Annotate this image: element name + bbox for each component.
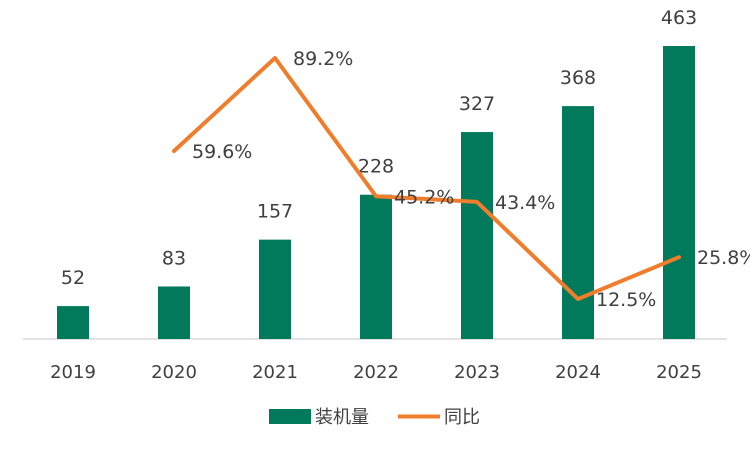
bar-series [57,46,695,339]
line-series [172,56,681,301]
bar-data-labels: 52 83 157 228 327 368 463 [61,7,697,289]
bar-2025 [663,46,695,339]
line-label-2023: 43.4% [495,192,555,214]
legend-label-line: 同比 [444,407,480,428]
bar-2020 [158,286,190,339]
line-yoy [172,56,681,301]
bar-label-2024: 368 [560,67,596,89]
legend: 装机量 同比 [269,407,480,428]
bar-label-2021: 157 [257,201,293,223]
x-tick-labels: 2019 2020 2021 2022 2023 2024 2025 [50,362,702,383]
legend-swatch-bar [269,409,311,424]
bar-2021 [259,239,291,339]
line-label-2024: 12.5% [596,289,656,311]
bar-2023 [461,132,493,339]
bar-label-2020: 83 [162,247,186,269]
line-label-2020: 59.6% [192,141,252,163]
x-tick-2024: 2024 [555,362,601,383]
line-label-2021: 89.2% [293,48,353,70]
bar-label-2023: 327 [459,93,495,115]
x-tick-2023: 2023 [454,362,500,383]
bar-2024 [562,106,594,339]
x-tick-2022: 2022 [353,362,399,383]
x-tick-2020: 2020 [151,362,197,383]
x-tick-2025: 2025 [656,362,702,383]
x-tick-2021: 2021 [252,362,298,383]
bar-label-2025: 463 [661,7,697,29]
bar-label-2022: 228 [358,156,394,178]
line-label-2022: 45.2% [394,186,454,208]
line-label-2025: 25.8% [697,247,750,269]
x-tick-2019: 2019 [50,362,96,383]
bar-label-2019: 52 [61,267,85,289]
bar-2019 [57,306,89,339]
bar-2022 [360,194,392,339]
line-data-labels: 59.6% 89.2% 45.2% 43.4% 12.5% 25.8% [192,48,750,311]
legend-label-bar: 装机量 [315,407,369,428]
